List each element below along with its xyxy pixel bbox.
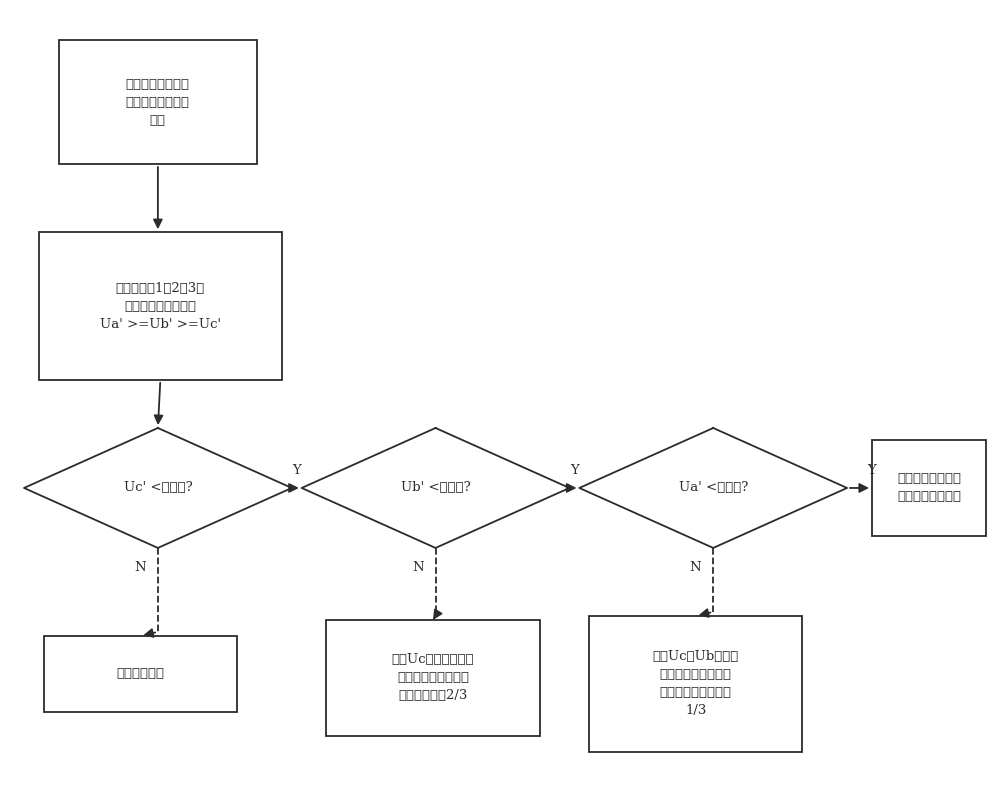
Text: 断开Uc对应电池包继
电器，电池组放电功
率降为原来的2/3: 断开Uc对应电池包继 电器，电池组放电功 率降为原来的2/3	[392, 654, 474, 702]
Text: Ub' <允许值?: Ub' <允许值?	[401, 482, 470, 494]
Bar	[59, 40, 257, 164]
Text: 断开全部继电器，
电池组停止充放电: 断开全部继电器， 电池组停止充放电	[897, 473, 961, 503]
Text: Ua' <允许值?: Ua' <允许值?	[679, 482, 748, 494]
Text: 整车正常行驶: 整车正常行驶	[117, 667, 165, 680]
Bar	[872, 440, 986, 536]
Text: N: N	[412, 562, 424, 574]
Text: Y: Y	[292, 464, 301, 477]
Text: N: N	[690, 562, 701, 574]
Bar	[589, 616, 802, 752]
Text: Y: Y	[868, 464, 876, 477]
Bar	[326, 620, 540, 736]
Text: Y: Y	[570, 464, 579, 477]
Text: 断开Uc、Ub对应电
池包继电器，电池组
放电功率降为原来的
1/3: 断开Uc、Ub对应电 池包继电器，电池组 放电功率降为原来的 1/3	[653, 650, 739, 718]
Text: N: N	[134, 562, 146, 574]
Bar	[44, 636, 237, 712]
Text: 整车行驶，继电器
全部闭合，电池充
放电: 整车行驶，继电器 全部闭合，电池充 放电	[126, 78, 190, 127]
Bar	[39, 232, 282, 380]
Text: 计算电池包1、2、3内
电池单体最低电压：
Ua' >=Ub' >=Uc': 计算电池包1、2、3内 电池单体最低电压： Ua' >=Ub' >=Uc'	[100, 281, 221, 330]
Text: Uc' <允许值?: Uc' <允许值?	[124, 482, 192, 494]
